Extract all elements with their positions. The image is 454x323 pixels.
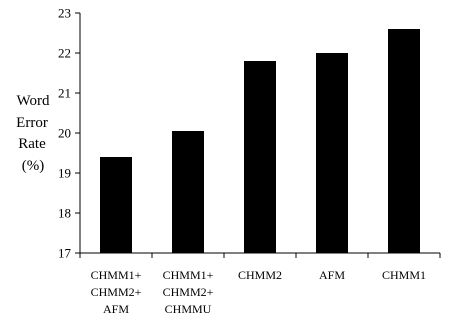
- y-axis-label-line: Rate: [18, 136, 46, 152]
- y-tick-label: 19: [58, 166, 71, 181]
- x-category-label: CHMM2+: [163, 285, 214, 299]
- axes: [79, 13, 441, 258]
- x-axis-category-labels: CHMM1+ CHMM2+ AFM CHMM1+ CHMM2+ CHMMU CHMM2 AFM…: [91, 268, 426, 316]
- y-axis-label-line: Error: [16, 115, 48, 131]
- x-category-label: CHMM2+: [91, 285, 142, 299]
- bar: [244, 61, 276, 253]
- y-axis-label-line: (%): [22, 158, 45, 174]
- bar: [100, 157, 132, 253]
- x-category-label: AFM: [103, 302, 129, 316]
- y-tick-label: 23: [58, 6, 71, 21]
- y-tick-label: 21: [58, 86, 71, 101]
- y-tick-label: 20: [58, 126, 71, 141]
- y-axis-label: Word Error Rate (%): [16, 93, 50, 174]
- x-category-label: CHMM1+: [91, 268, 142, 282]
- bar: [172, 131, 204, 253]
- bar: [388, 29, 420, 253]
- bar: [316, 53, 348, 253]
- x-category-label: AFM: [319, 268, 345, 282]
- x-category-label: CHMM1+: [163, 268, 214, 282]
- y-tick-label: 18: [58, 206, 71, 221]
- y-axis-ticks: 17 18 19 20 21 22 23: [58, 6, 80, 261]
- y-axis-label-line: Word: [17, 93, 50, 109]
- y-tick-label: 17: [58, 246, 72, 261]
- bars: [100, 29, 420, 253]
- x-category-label: CHMM2: [238, 268, 282, 282]
- x-category-label: CHMMU: [165, 302, 212, 316]
- x-category-label: CHMM1: [382, 268, 426, 282]
- y-tick-label: 22: [58, 46, 71, 61]
